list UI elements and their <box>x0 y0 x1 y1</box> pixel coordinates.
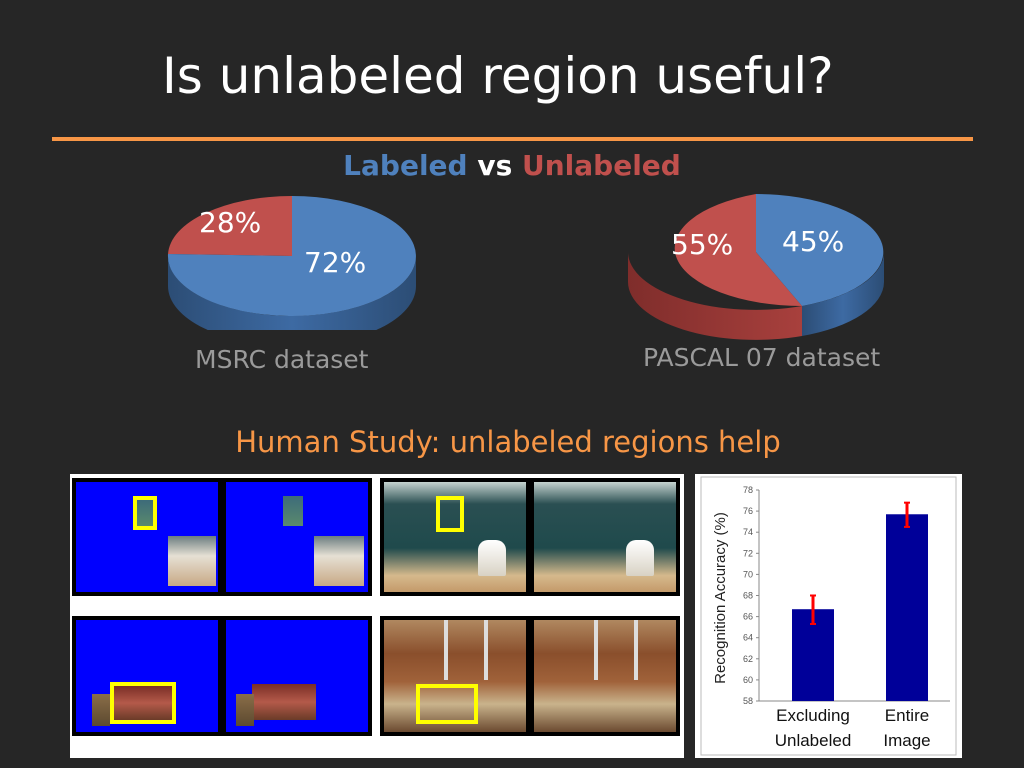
room-image <box>384 620 526 732</box>
recognition-accuracy-chart: Recognition Accuracy (%) 58 60 62 64 66 68 70 7… <box>695 474 962 758</box>
y-ticks: 58 60 62 64 66 68 70 72 74 76 78 <box>743 485 759 706</box>
unlabeled-heading: Unlabeled <box>522 149 681 182</box>
y-tick-label: 64 <box>743 633 753 643</box>
highlight-box <box>133 496 157 530</box>
y-axis-label: Recognition Accuracy (%) <box>712 512 729 684</box>
revealed-patch <box>283 496 303 526</box>
pascal-unlabeled-percent: 55% <box>671 228 734 261</box>
msrc-labeled-slice <box>167 196 416 316</box>
msrc-unlabeled-percent: 28% <box>199 206 262 239</box>
window-frame <box>634 620 638 680</box>
vs-heading: vs <box>467 149 522 182</box>
y-tick-label: 60 <box>743 675 753 685</box>
y-tick-label: 74 <box>743 527 753 537</box>
sea-image <box>534 482 676 592</box>
window-frame <box>594 620 598 680</box>
y-tick-label: 72 <box>743 548 753 558</box>
title-divider <box>52 137 973 141</box>
masked-image <box>76 482 218 592</box>
msrc-caption: MSRC dataset <box>195 345 369 374</box>
y-tick-label: 70 <box>743 569 753 579</box>
slide-title: Is unlabeled region useful? <box>162 47 834 105</box>
y-tick-label: 68 <box>743 591 753 601</box>
pascal-unlabeled-side <box>628 252 802 340</box>
x-category-label: Entire <box>885 706 929 725</box>
category-labels: Excluding Unlabeled Entire Image <box>775 706 931 750</box>
person <box>626 540 654 576</box>
pascal-labeled-percent: 45% <box>782 225 845 258</box>
y-tick-label: 78 <box>743 485 753 495</box>
masked-image-pair-room <box>72 616 372 736</box>
x-category-label: Excluding <box>776 706 850 725</box>
revealed-patch <box>252 684 316 720</box>
pascal-unlabeled-slice <box>674 194 802 306</box>
bar-entire-image <box>886 514 928 701</box>
labeled-heading: Labeled <box>343 149 468 182</box>
window-frame <box>484 620 488 680</box>
human-study-image-grid <box>70 474 684 758</box>
bar-chart-svg: Recognition Accuracy (%) 58 60 62 64 66 68 70 7… <box>700 476 957 756</box>
full-image-pair-room <box>380 616 680 736</box>
window-frame <box>444 620 448 680</box>
person-patch <box>168 536 216 586</box>
highlight-box <box>110 682 176 724</box>
x-category-label: Image <box>883 731 930 750</box>
y-tick-label: 66 <box>743 612 753 622</box>
error-bars <box>810 501 910 625</box>
msrc-labeled-side <box>168 256 416 330</box>
msrc-labeled-percent: 72% <box>304 246 367 279</box>
legend-heading: Labeled vs Unlabeled <box>0 148 1024 184</box>
room-image <box>534 620 676 732</box>
chart-border <box>700 476 957 756</box>
full-image-pair-sea <box>380 478 680 596</box>
sea-image <box>384 482 526 592</box>
masked-image <box>226 620 368 732</box>
y-tick-label: 58 <box>743 696 753 706</box>
person <box>478 540 506 576</box>
msrc-unlabeled-slice <box>168 195 292 256</box>
masked-image-pair-sea <box>72 478 372 596</box>
pascal-labeled-side <box>802 252 884 336</box>
human-study-heading: Human Study: unlabeled regions help <box>235 425 781 459</box>
person-patch <box>314 536 364 586</box>
object-patch <box>236 694 254 726</box>
msrc-pie-chart <box>167 195 416 330</box>
pascal-labeled-slice <box>756 194 884 306</box>
y-tick-label: 76 <box>743 506 753 516</box>
highlight-box <box>416 684 478 724</box>
pascal-pie-chart <box>628 194 884 340</box>
masked-image <box>226 482 368 592</box>
masked-image <box>76 620 218 732</box>
pascal-caption: PASCAL 07 dataset <box>643 343 881 372</box>
y-tick-label: 62 <box>743 654 753 664</box>
object-patch <box>92 694 110 726</box>
highlight-box <box>436 496 464 532</box>
x-category-label: Unlabeled <box>775 731 852 750</box>
